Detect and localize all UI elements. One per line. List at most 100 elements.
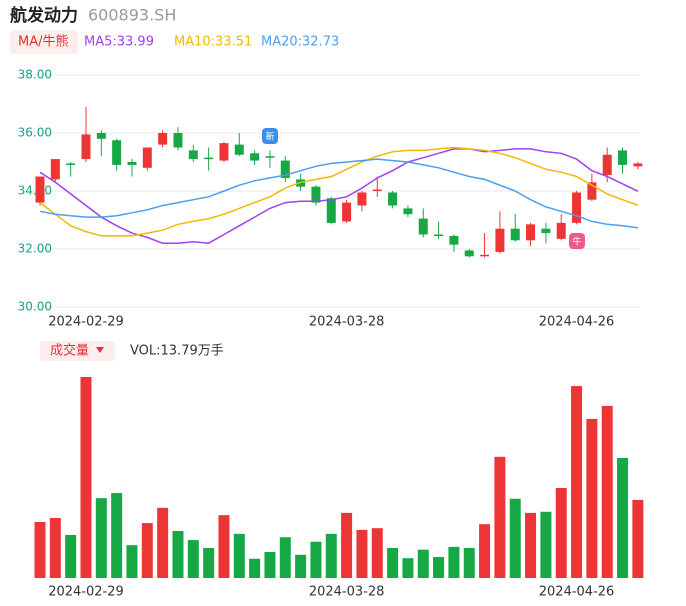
candle-body [526,224,536,241]
candle-body [158,133,168,145]
volume-bar [279,537,291,578]
candle-body [142,147,152,168]
y-tick-label: 36.00 [18,126,52,140]
stock-name: 航发动力 [10,5,78,26]
y-tick-label: 38.00 [18,68,52,82]
candle-body [510,228,520,241]
candle-body [602,154,612,176]
x-tick-label: 2024-03-28 [309,315,385,330]
candle-body [250,153,260,161]
candle-body [633,163,643,167]
volume-bar [601,405,613,578]
candle-body [35,176,45,203]
candle-body [173,133,183,148]
volume-bar [509,498,521,578]
y-tick-label: 34.00 [18,184,52,198]
annotation: 牛 [572,236,581,248]
candle-body [81,134,91,160]
volume-bar [233,533,245,578]
candle-body [66,163,76,165]
candle-body [204,157,214,160]
volume-bar [111,493,123,578]
volume-bar [34,521,46,578]
volume-bar [141,523,153,578]
volume-bar [555,487,567,578]
volume-bar [417,549,429,578]
candle-body [326,198,336,223]
candle-body [541,228,551,234]
candle-body [587,182,597,200]
dropdown-arrow[interactable] [96,347,104,353]
candle-body [112,140,122,165]
candle-body [265,156,275,158]
volume-bar [371,528,383,578]
volume-bar [448,546,460,578]
candle-body [311,186,321,203]
candle-body [556,222,566,239]
volume-bar [65,534,77,578]
candle-body [449,235,459,245]
volume-bar [264,551,276,578]
volume-bar [463,547,475,578]
volume-toggle[interactable]: 成交量 [50,343,89,359]
candle-body [480,254,490,257]
volume-bar [586,418,598,578]
volume-bar [571,386,583,578]
legend-entry: MA20:32.73 [261,35,339,50]
volume-bar [295,554,307,578]
candle-body [127,162,137,165]
candle-body [464,250,474,257]
volume-bar [540,511,552,578]
volume-bar [172,531,184,578]
volume-bar [49,517,61,578]
volume-bar [80,377,92,578]
volume-bar [356,529,368,578]
candle-body [372,189,382,192]
x-tick-label: 2024-04-26 [539,585,615,600]
ma-line [39,146,639,237]
candle-body [357,192,367,206]
volume-toggle-bg[interactable] [40,341,115,361]
volume-bar [494,456,506,578]
candle-body [434,234,444,236]
x-tick-label: 2024-02-29 [48,585,124,600]
ma-toggle-bg[interactable] [10,30,78,54]
annotation-badge [262,128,278,144]
x-tick-label: 2024-04-26 [539,315,615,330]
volume-bar [525,512,537,578]
volume-bar [325,533,337,578]
ma-line [39,158,638,229]
legend-entry: MA10:33.51 [174,35,252,50]
volume-bar [157,507,169,578]
volume-bar [218,515,230,578]
y-tick-label: 32.00 [18,242,52,256]
candle-body [342,202,352,222]
candle-body [280,160,290,178]
stock-code: 600893.SH [88,6,176,25]
volume-bar [479,524,491,578]
volume-bar [387,547,399,578]
candle-body [388,192,398,206]
candle-body [219,143,229,161]
candle-body [572,192,582,223]
x-tick-label: 2024-02-29 [48,315,124,330]
volume-bar [617,457,629,578]
volume-bar [95,498,107,578]
volume-legend: VOL:13.79万手 [130,344,224,359]
volume-bar [126,545,138,578]
volume-bar [402,558,414,578]
candle-body [234,144,244,155]
candle-body [50,159,60,180]
volume-bar [341,512,353,578]
ma-toggle[interactable]: MA/牛熊 [18,34,69,50]
volume-bar [632,499,644,578]
annotation-badge [569,233,585,249]
candle-body [495,228,505,252]
y-tick-label: 30.00 [18,300,52,314]
volume-bar [433,557,445,578]
volume-bar [249,558,261,578]
candle-body [418,218,428,235]
volume-bar [310,541,322,578]
candle-body [403,208,413,215]
